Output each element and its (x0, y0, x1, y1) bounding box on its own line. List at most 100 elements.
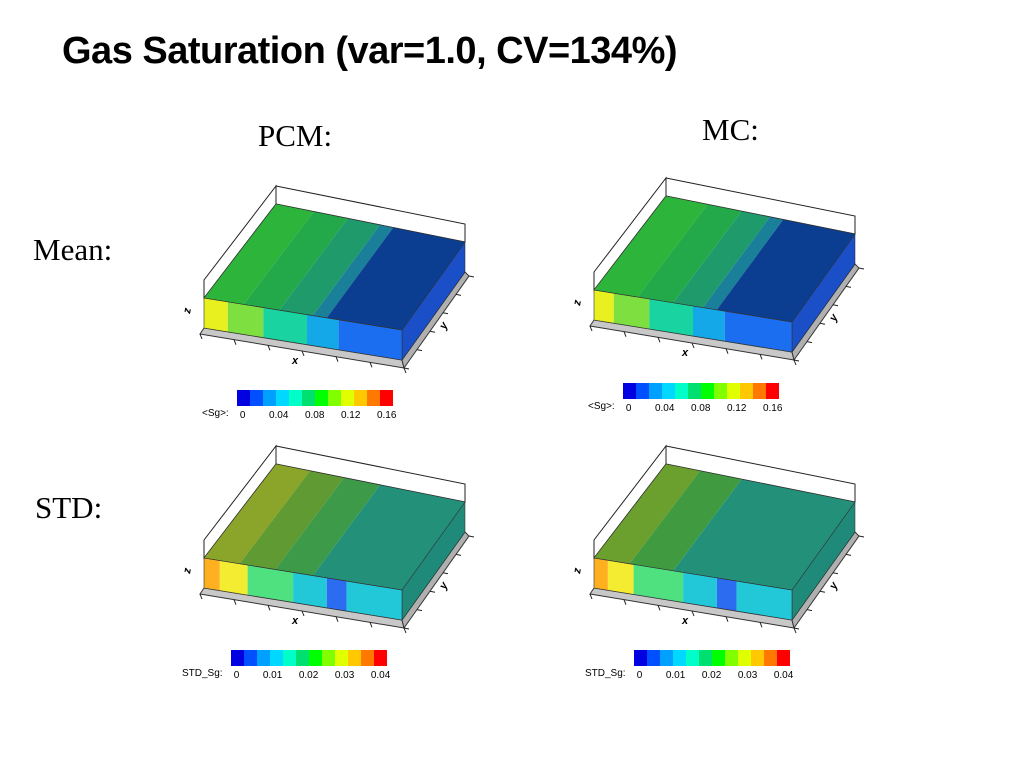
x-axis-label: x (291, 355, 299, 367)
colorbar-swatch (622, 383, 636, 399)
x-axis-tick (267, 345, 271, 351)
colorbar-swatch (353, 390, 367, 406)
slab-front-contour-band (338, 319, 402, 360)
slab-front-contour-band (263, 307, 307, 345)
x-axis-label: x (291, 615, 299, 627)
colorbar-tick-label: 0.02 (298, 670, 319, 681)
colorbar-swatches (230, 650, 387, 666)
y-axis-tick (819, 322, 826, 325)
slab-top-contour-band (279, 218, 380, 316)
colorbar-swatch (373, 650, 387, 666)
colorbar-swatch (700, 383, 714, 399)
colorbar-swatch (347, 650, 361, 666)
y-axis-tick (832, 304, 839, 307)
x-axis-tick (793, 627, 797, 634)
mc-mean-3d-plot: x y z (560, 172, 890, 382)
y-axis-tick (416, 609, 423, 612)
colorbar-tick-label: 0.04 (654, 403, 675, 414)
slab-front-contour-band (724, 311, 792, 352)
colorbar-swatch (698, 650, 712, 666)
colorbar-swatch (262, 390, 276, 406)
slab-front-outline (593, 289, 793, 353)
colorbar-tick-label: 0 (636, 670, 643, 681)
slab-front-contour-band (594, 558, 608, 591)
y-axis-label: y (827, 579, 841, 592)
colorbar-swatch (687, 383, 701, 399)
colorbar-swatch (321, 650, 335, 666)
colorbar-label: <Sg>: (202, 408, 229, 419)
slab-front-contour-band (693, 306, 725, 342)
colorbar-swatch (661, 383, 675, 399)
slab-front-contour-band (633, 564, 684, 603)
y-axis-label: y (437, 319, 451, 332)
y-axis-tick (793, 627, 800, 630)
y-axis-tick (806, 341, 813, 344)
slab-top-contour-band (673, 479, 855, 590)
colorbar-swatch (360, 650, 374, 666)
colorbar-tick-label: 0.16 (376, 410, 397, 421)
colorbar-tick-label: 0.04 (773, 670, 794, 681)
colorbar-swatch (685, 650, 699, 666)
x-axis-tick (335, 616, 339, 622)
colorbar-tick-label: 0.03 (334, 670, 355, 681)
slab-front-outline (203, 297, 403, 361)
colorbar-tick-label: 0 (239, 410, 246, 421)
mc-std-3d-plot: x y z (560, 440, 890, 650)
x-axis-tick (589, 325, 593, 332)
slab-top-contour-band (637, 204, 742, 303)
mc-mean-colorbar: <Sg>: 0 0.04 0.08 0.12 0.16 (588, 383, 783, 417)
x-axis-label: x (681, 347, 689, 359)
colorbar-swatch (739, 383, 753, 399)
colorbar-tick-label: 0.08 (304, 410, 325, 421)
colorbar-swatch (765, 383, 779, 399)
colorbar-swatches (622, 383, 779, 399)
colorbar-swatch (659, 650, 673, 666)
colorbar-swatch (752, 383, 766, 399)
slab-front-contour-band (227, 301, 264, 338)
colorbar-tick-label: 0.08 (690, 403, 711, 414)
colorbar-tick-label: 0.16 (762, 403, 783, 414)
x-axis-tick (691, 342, 695, 349)
colorbar-swatch (366, 390, 380, 406)
colorbar-swatch (308, 650, 322, 666)
pcm-mean-3d-plot: x y z (170, 180, 500, 390)
slab-front-outline (203, 557, 403, 621)
mean-row-label: Mean: (33, 232, 113, 267)
colorbar-tick-label: 0 (233, 670, 240, 681)
y-axis-label: y (437, 579, 451, 592)
slab-top-contour-band (673, 211, 770, 308)
slab-top-contour-band (312, 484, 465, 590)
colorbar-swatch (635, 383, 649, 399)
x-axis-tick (623, 331, 627, 337)
colorbar-tick-label: 0 (625, 403, 632, 414)
colorbar-swatch (648, 383, 662, 399)
colorbar-swatches (236, 390, 393, 406)
x-axis-tick (793, 359, 797, 366)
slab-top-contour-band (594, 196, 708, 297)
colorbar-tick-label: 0.12 (340, 410, 361, 421)
colorbar-swatch (340, 390, 354, 406)
slab-front-contour-band (307, 314, 339, 350)
x-axis-tick (657, 337, 661, 343)
mc-column-label: MC: (702, 112, 759, 147)
colorbar-swatches (633, 650, 790, 666)
colorbar-swatch (776, 650, 790, 666)
z-axis-label: z (181, 567, 194, 576)
colorbar-swatch (674, 383, 688, 399)
slab-front-contour-band (613, 293, 650, 329)
plot-svg: x y z (181, 184, 475, 374)
y-axis-tick (468, 535, 475, 538)
x-axis-tick (589, 593, 593, 600)
slab-front-contour-band (204, 558, 220, 591)
x-axis-tick (403, 627, 407, 634)
slab-top-contour-band (204, 464, 310, 564)
y-axis-tick (832, 572, 839, 575)
colorbar-swatch (282, 650, 296, 666)
slab-top-contour-band (243, 211, 348, 311)
x-axis-tick (199, 333, 203, 340)
colorbar-tick-label: 0.04 (268, 410, 289, 421)
plot-svg: x y z (571, 444, 865, 634)
colorbar-swatch (713, 383, 727, 399)
slab-top-contour-band (204, 204, 314, 305)
slab-front-contour-band (607, 560, 634, 595)
